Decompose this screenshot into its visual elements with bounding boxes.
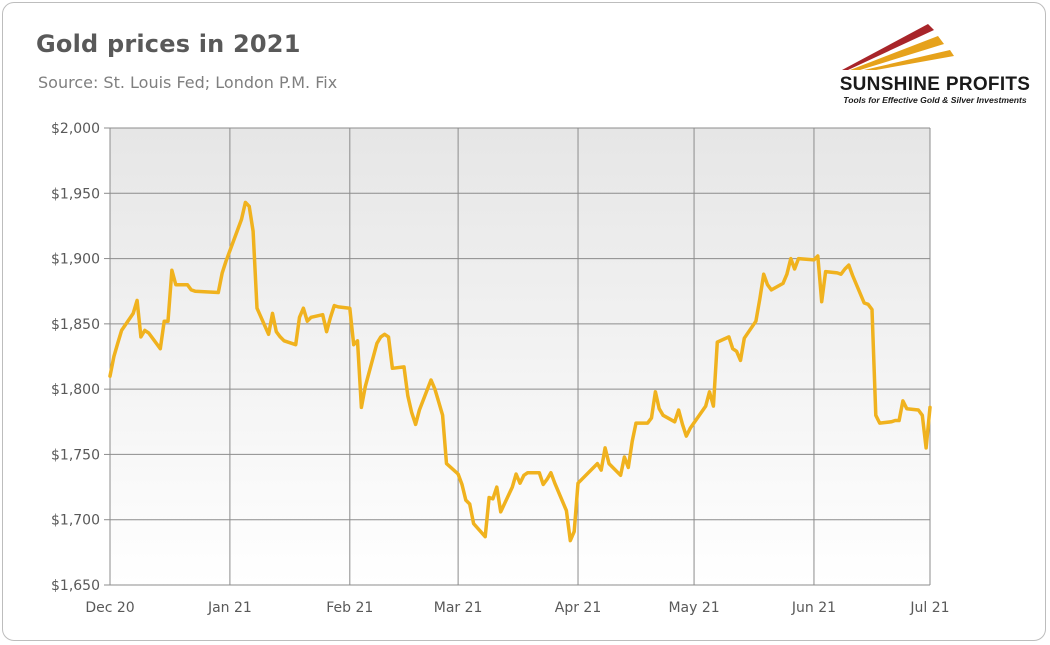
x-tick-label: Jan 21	[207, 600, 252, 616]
logo-sunrays-icon	[842, 24, 954, 70]
x-tick-label: Feb 21	[326, 600, 373, 616]
x-axis-ticks: Dec 20 Jan 21 Feb 21 Mar 21 Apr 21 May 21 Jun …	[85, 600, 949, 616]
gridlines	[104, 127, 931, 586]
y-axis-ticks: $1,650 $1,700 $1,750 $1,800 $1,850 $1,900 $1,9…	[51, 121, 100, 594]
sunshine-profits-logo: SUNSHINE PROFITS Tools for Effective Gol…	[820, 14, 1040, 120]
y-tick-label: $1,900	[51, 252, 100, 268]
logo-gold-ray	[850, 36, 944, 70]
x-tick-label: Jul 21	[909, 600, 949, 616]
logo-name: SUNSHINE PROFITS	[839, 74, 1031, 95]
logo-gold-ray-2	[864, 50, 954, 70]
gold-price-series-line	[108, 200, 932, 543]
x-tick-label: Jun 21	[791, 600, 836, 616]
y-tick-label: $1,750	[51, 447, 100, 463]
x-tick-label: Mar 21	[434, 600, 483, 616]
y-tick-label: $2,000	[51, 121, 100, 137]
y-tick-label: $1,800	[51, 382, 100, 398]
x-tick-label: Dec 20	[85, 600, 134, 616]
x-tick-label: Apr 21	[555, 600, 601, 616]
y-tick-label: $1,850	[51, 317, 100, 333]
y-tick-label: $1,950	[51, 186, 100, 202]
y-tick-label: $1,700	[51, 513, 100, 529]
logo-red-ray	[842, 24, 934, 70]
chart-title: Gold prices in 2021	[36, 30, 301, 58]
y-tick-label: $1,650	[51, 578, 100, 594]
x-tick-label: May 21	[668, 600, 719, 616]
plot-area	[110, 128, 930, 585]
logo-tagline: Tools for Effective Gold & Silver Invest…	[843, 95, 1027, 105]
chart-subtitle: Source: St. Louis Fed; London P.M. Fix	[38, 73, 338, 92]
